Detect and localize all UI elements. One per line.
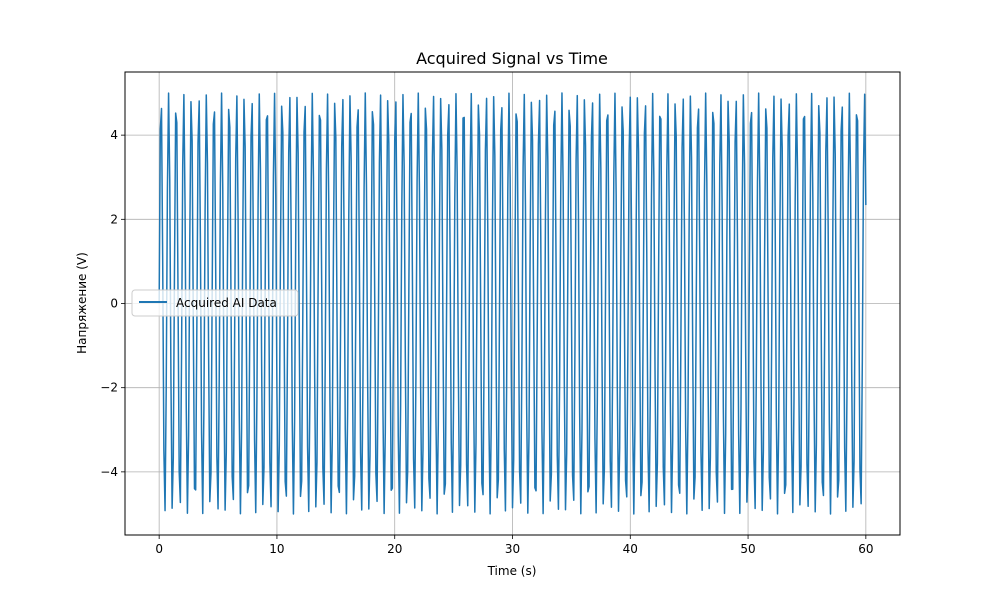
y-axis-label: Напряжение (V) <box>75 252 89 354</box>
legend-label: Acquired AI Data <box>176 296 277 310</box>
y-tick-label: 2 <box>110 212 118 226</box>
x-tick-label: 20 <box>387 542 402 556</box>
chart-title: Acquired Signal vs Time <box>416 49 608 68</box>
x-tick-label: 10 <box>269 542 284 556</box>
y-axis-ticks: −4 −2 0 2 4 <box>100 128 125 479</box>
x-tick-label: 60 <box>858 542 873 556</box>
y-tick-label: 0 <box>110 297 118 311</box>
x-tick-label: 50 <box>740 542 755 556</box>
series-line <box>158 92 867 515</box>
legend-box <box>131 289 299 317</box>
x-tick-label: 30 <box>505 542 520 556</box>
x-axis-ticks: 0 10 20 30 40 50 60 <box>155 535 873 556</box>
x-tick-label: 40 <box>623 542 638 556</box>
series-area <box>158 92 867 515</box>
x-axis-label: Time (s) <box>487 564 537 578</box>
legend: Acquired AI Data <box>131 289 299 317</box>
y-tick-label: 4 <box>110 128 118 142</box>
y-tick-label: −4 <box>100 465 118 479</box>
y-tick-label: −2 <box>100 381 118 395</box>
x-tick-label: 0 <box>155 542 163 556</box>
